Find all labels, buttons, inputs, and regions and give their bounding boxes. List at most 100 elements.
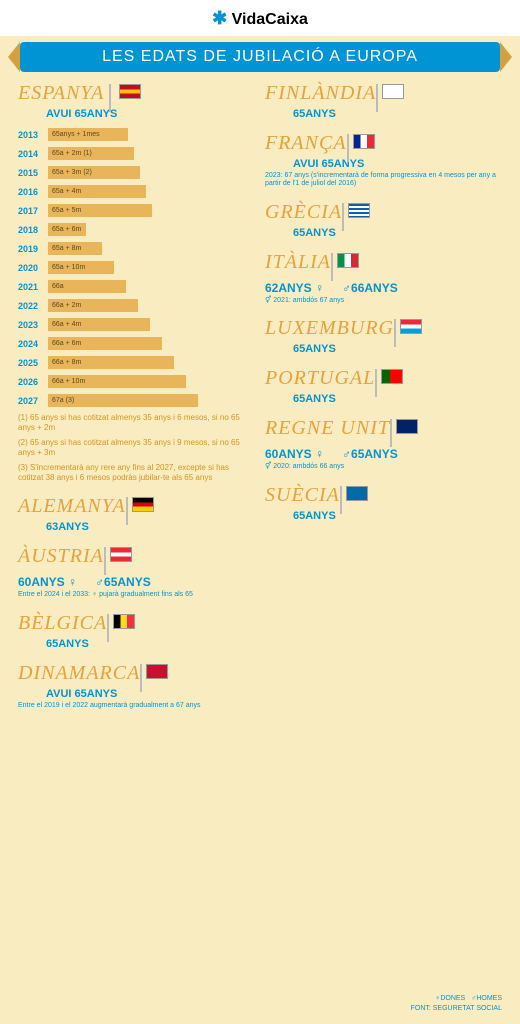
bar-fill: 65a + 10m — [48, 261, 114, 274]
flag-icon — [396, 419, 418, 434]
flagpole-icon — [107, 614, 109, 642]
bar-fill: 66a + 10m — [48, 375, 186, 388]
country-name: DINAMARCA — [18, 662, 140, 685]
gender-row: 60ANYS ♀ ♂65ANYS — [265, 447, 502, 461]
bar-year: 2015 — [18, 168, 48, 178]
bar-fill: 66a + 2m — [48, 299, 138, 312]
bar-row: 201965a + 8m — [18, 240, 255, 257]
bar-fill: 66a + 6m — [48, 337, 162, 350]
country-block: PORTUGAL 65ANYS — [265, 367, 502, 405]
country-name: BÈLGICA — [18, 612, 107, 635]
bar-row: 202767a (3) — [18, 392, 255, 409]
flagpole-icon — [126, 497, 128, 525]
country-note: 2023: 67 anys (s'incrementarà de forma p… — [265, 172, 502, 189]
country-age: AVUI 65ANYS — [293, 158, 502, 170]
female-age: 60ANYS ♀ — [18, 575, 77, 589]
flag-icon — [337, 253, 359, 268]
bar-fill: 65a + 6m — [48, 223, 86, 236]
flagpole-icon — [390, 419, 392, 447]
country-block: FRANÇA AVUI 65ANYS 2023: 67 anys (s'increm… — [265, 132, 502, 189]
right-column: FINLÀNDIA65ANYSFRANÇAAVUI 65ANYS2023: 67… — [265, 82, 502, 722]
country-name: ALEMANYA — [18, 495, 126, 518]
bar-row: 201765a + 5m — [18, 202, 255, 219]
male-age: ♂65ANYS — [95, 575, 151, 589]
country-age: 65ANYS — [293, 343, 502, 355]
logo-bar: ✱ VidaCaixa — [0, 0, 520, 36]
bar-fill: 65a + 2m (1) — [48, 147, 134, 160]
country-note: ⚥ 2021: ambdós 67 anys — [265, 297, 502, 305]
country-age: 65ANYS — [46, 638, 255, 650]
bar-row: 202166a — [18, 278, 255, 295]
flag-icon — [346, 486, 368, 501]
bar-row: 202566a + 8m — [18, 354, 255, 371]
flag-icon — [119, 84, 141, 99]
flagpole-icon — [342, 203, 344, 231]
country-block: LUXEMBURG65ANYS — [265, 317, 502, 355]
columns: ESPANYA AVUI 65ANYS 201365anys + 1mes201… — [0, 82, 520, 722]
flagpole-icon — [347, 134, 349, 162]
bar-fill: 66a — [48, 280, 126, 293]
flag-icon — [132, 497, 154, 512]
female-age: 60ANYS ♀ — [265, 447, 324, 461]
bar-row: 202466a + 6m — [18, 335, 255, 352]
country-name: FINLÀNDIA — [265, 82, 376, 105]
spain-bar-chart: 201365anys + 1mes201465a + 2m (1)201565a… — [18, 126, 255, 409]
flagpole-icon — [331, 253, 333, 281]
bar-row: 202266a + 2m — [18, 297, 255, 314]
country-block: ITÀLIA 62ANYS ♀ ♂66ANYS ⚥ 2021: ambdós 67 a… — [265, 251, 502, 305]
bar-row: 202366a + 4m — [18, 316, 255, 333]
flag-icon — [353, 134, 375, 149]
country-name: REGNE UNIT — [265, 417, 390, 440]
flagpole-icon — [394, 319, 396, 347]
bar-year: 2013 — [18, 130, 48, 140]
country-age: 63ANYS — [46, 521, 255, 533]
country-name: ÀUSTRIA — [18, 545, 104, 568]
flag-icon — [400, 319, 422, 334]
flag-icon — [382, 84, 404, 99]
country-age: 65ANYS — [293, 227, 502, 239]
footnote: (2) 65 anys si has cotitzat almenys 35 a… — [18, 438, 255, 459]
bar-fill: 65a + 3m (2) — [48, 166, 140, 179]
bar-fill: 66a + 4m — [48, 318, 150, 331]
country-block: FINLÀNDIA65ANYS — [265, 82, 502, 120]
country-name: ITÀLIA — [265, 251, 331, 274]
logo-star-icon: ✱ — [212, 8, 227, 28]
bar-fill: 65a + 5m — [48, 204, 152, 217]
flag-icon — [381, 369, 403, 384]
country-name: SUÈCIA — [265, 484, 340, 507]
country-name: FRANÇA — [265, 132, 347, 155]
country-note: Entre el 2024 i el 2033: ♀ pujarà gradua… — [18, 591, 255, 599]
country-age: 65ANYS — [293, 510, 502, 522]
bar-fill: 65a + 4m — [48, 185, 146, 198]
female-age: 62ANYS ♀ — [265, 281, 324, 295]
flagpole-icon — [109, 84, 111, 112]
bar-row: 201665a + 4m — [18, 183, 255, 200]
country-block: BÈLGICA 65ANYS — [18, 612, 255, 650]
flagpole-icon — [340, 486, 342, 514]
country-spain: ESPANYA AVUI 65ANYS 201365anys + 1mes201… — [18, 82, 255, 483]
country-age: AVUI 65ANYS — [46, 688, 255, 700]
flag-icon — [348, 203, 370, 218]
legend-source: FONT: SEGURETAT SOCIAL — [411, 1005, 502, 1012]
bar-row: 201565a + 3m (2) — [18, 164, 255, 181]
flagpole-icon — [375, 369, 377, 397]
bar-year: 2021 — [18, 282, 48, 292]
male-age: ♂65ANYS — [342, 447, 398, 461]
male-age: ♂66ANYS — [342, 281, 398, 295]
bar-year: 2023 — [18, 320, 48, 330]
country-name: PORTUGAL — [265, 367, 375, 390]
legend-male: ♂HOMES — [471, 995, 502, 1002]
bar-year: 2018 — [18, 225, 48, 235]
footnote: (1) 65 anys si has cotitzat almenys 35 a… — [18, 413, 255, 434]
legend-female: ♀DONES — [435, 995, 465, 1002]
country-block: DINAMARCAAVUI 65ANYSEntre el 2019 i el 2… — [18, 662, 255, 710]
flag-icon — [110, 547, 132, 562]
gender-row: 62ANYS ♀ ♂66ANYS — [265, 281, 502, 295]
bar-fill: 65a + 8m — [48, 242, 102, 255]
country-age: 65ANYS — [293, 393, 502, 405]
bar-year: 2016 — [18, 187, 48, 197]
bar-row: 201865a + 6m — [18, 221, 255, 238]
country-block: SUÈCIA 65ANYS — [265, 484, 502, 522]
bar-year: 2017 — [18, 206, 48, 216]
flagpole-icon — [376, 84, 378, 112]
